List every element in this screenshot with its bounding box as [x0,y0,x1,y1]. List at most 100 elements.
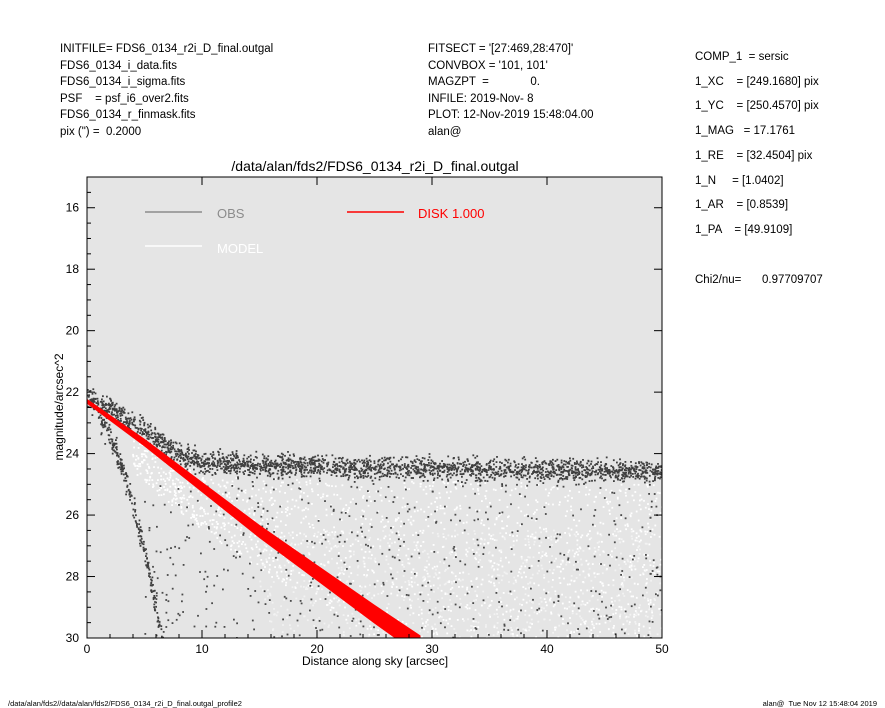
sky-noise-points-point [316,618,318,621]
obs-branch-points-point [152,590,155,593]
model-points-point [141,455,143,458]
model-points-point [508,561,510,564]
model-points-point [412,568,415,571]
obs-points-point [194,453,197,455]
model-points-point [333,597,335,600]
obs-points-point [234,463,236,466]
sky-noise-points-point [630,576,633,579]
obs-points-point [175,455,178,457]
obs-points-point [120,407,123,410]
model-points-point [145,450,147,452]
obs-points-point [568,462,571,465]
obs-points-point [643,464,646,467]
sky-noise-points-point [496,633,499,635]
obs-points-point [221,457,224,459]
model-points-point [606,501,609,504]
model-points-point [628,621,631,624]
sky-noise-points-point [538,603,541,605]
obs-points-point [397,465,400,468]
sky-noise-points-point [527,541,530,543]
model-points-point [388,545,391,548]
model-points-point [634,539,637,542]
model-points-point [451,551,453,553]
model-points-point [592,594,594,597]
obs-points-point [410,471,412,474]
model-points-point [577,533,579,536]
model-points-point [470,580,473,583]
obs-points-point [547,471,550,474]
obs-points-point [163,443,166,446]
obs-points-point [441,478,444,481]
obs-branch-points-point [101,419,104,421]
sky-noise-points-point [580,603,583,606]
obs-points-point [479,472,482,475]
sky-noise-points-point [396,571,399,574]
obs-points-point [230,466,233,469]
sky-noise-points-point [467,618,469,621]
model-points-point [660,558,662,561]
obs-branch-points-point [100,423,102,426]
model-points-point [394,520,397,522]
obs-points-point [643,475,646,478]
obs-branch-points-point [111,444,114,446]
model-points-point [453,580,456,583]
model-points-point [629,514,632,517]
model-points-point [197,500,200,503]
obs-points-point [575,476,577,478]
obs-points-point [634,470,636,473]
model-points-point [558,503,561,506]
sky-noise-points-point [445,537,447,540]
obs-points-point [89,390,92,392]
obs-points-point [432,469,434,471]
obs-points-point [559,477,561,480]
model-points-point [173,494,176,496]
model-points-point [348,566,351,568]
sky-noise-points-point [337,545,340,548]
model-points-point [544,601,547,604]
obs-points-point [119,412,121,415]
sky-noise-points-point [436,532,439,535]
obs-points-point [646,461,648,464]
model-points-point [633,558,636,561]
sky-noise-points-point [312,604,314,607]
obs-points-point [469,466,472,469]
model-points-point [584,620,587,623]
param-n: 1_N = [1.0402] [695,175,784,187]
header-magzpt: MAGZPT = 0. [428,76,540,88]
obs-points-point [117,416,119,419]
model-points-point [422,488,425,491]
model-points-point [455,523,458,526]
sky-noise-points-point [447,534,450,537]
obs-points-point [360,470,363,472]
obs-points-point [534,463,537,466]
obs-points-point [203,460,206,462]
obs-points-point [299,468,301,470]
model-points-point [523,514,526,517]
model-points-point [427,525,430,528]
obs-points-point [199,465,201,467]
model-points-point [172,482,174,485]
model-points-point [517,615,519,618]
sky-noise-points-point [635,607,638,610]
model-points-point [554,590,557,593]
model-points-point [310,583,312,585]
model-points-point [189,471,192,474]
obs-points-point [580,464,583,466]
sky-noise-points-point [538,570,540,572]
model-points-point [412,534,414,536]
model-points-point [637,583,639,586]
sky-noise-points-point [397,530,400,533]
obs-points-point [414,471,417,474]
obs-scatter-points-point [454,513,457,516]
model-points-point [474,609,477,611]
sky-noise-points-point [508,581,510,583]
obs-points-point [349,462,352,465]
sky-noise-points-point [379,547,382,549]
obs-points-point [403,465,406,467]
model-points-point [443,482,446,485]
obs-points-point [205,470,208,472]
model-points-point [423,579,426,582]
model-points-point [364,518,367,520]
obs-branch-points-point [102,418,105,421]
obs-branch-points-point [138,532,140,534]
